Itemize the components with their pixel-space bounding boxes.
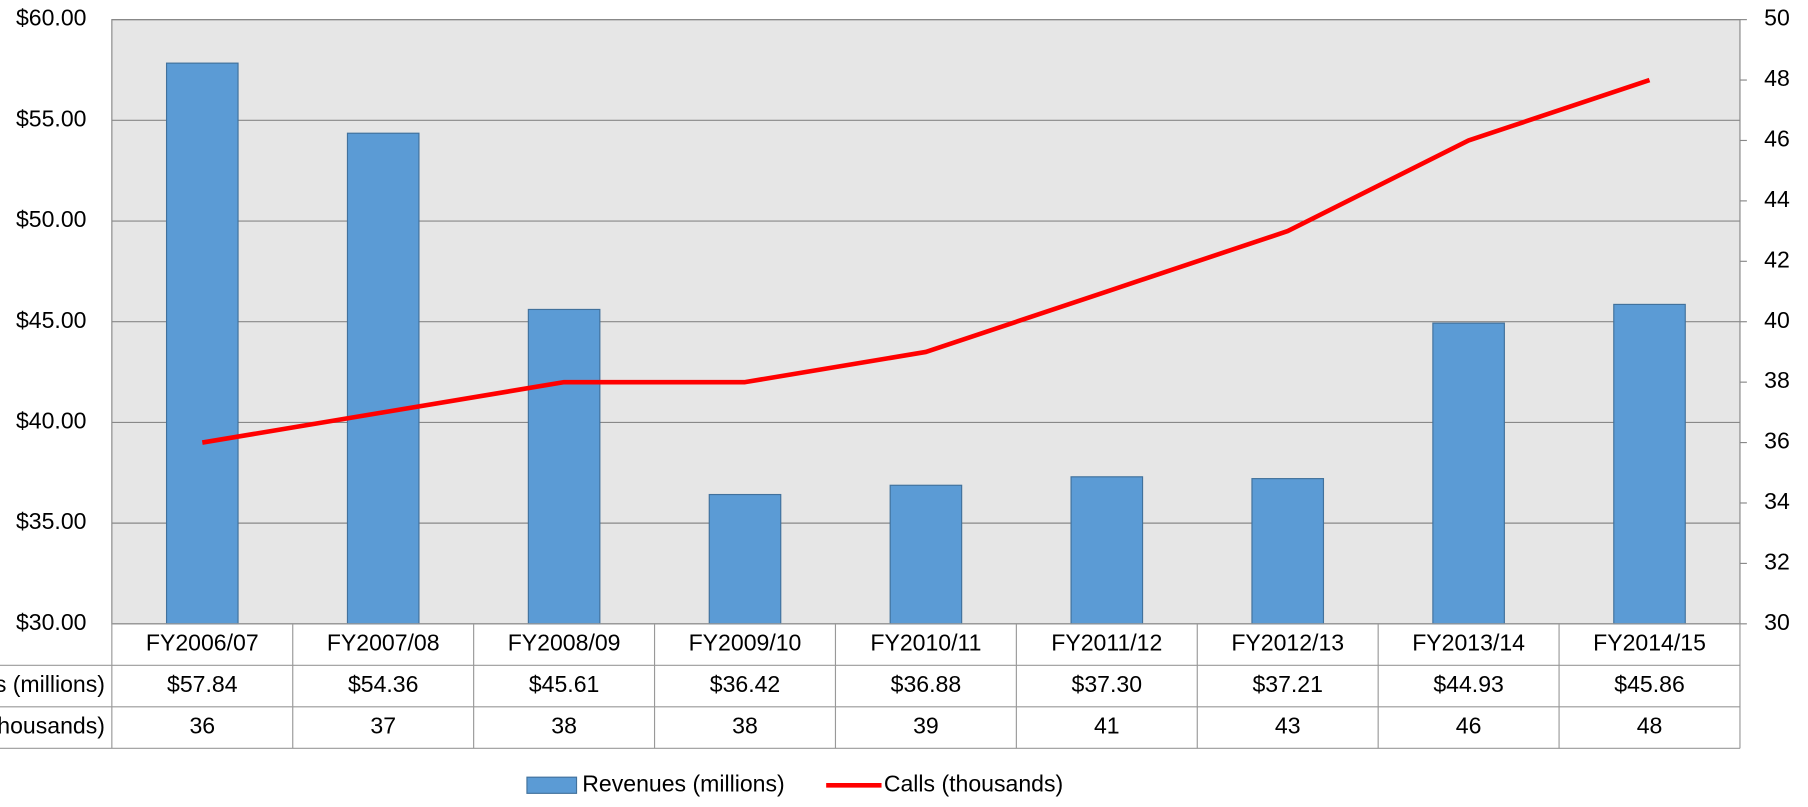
table-cell: $45.61 — [529, 671, 600, 697]
x-tick-label: FY2013/14 — [1412, 630, 1525, 656]
table-cell: $37.21 — [1252, 671, 1323, 697]
table-cell: 46 — [1456, 713, 1482, 739]
legend-label: Calls (thousands) — [884, 770, 1063, 796]
bar — [1070, 476, 1144, 625]
x-tick-label: FY2006/07 — [146, 630, 259, 656]
x-tick-label: FY2007/08 — [327, 630, 440, 656]
table-cell: $45.86 — [1614, 671, 1685, 697]
table-cell: 41 — [1094, 713, 1120, 739]
table-row-header: Revenues (millions) — [0, 671, 105, 697]
y-tick-label: $40.00 — [16, 408, 86, 434]
y2-tick-label: 38 — [1764, 367, 1790, 393]
bar — [165, 62, 239, 625]
x-tick-label: FY2010/11 — [870, 630, 981, 656]
x-tick-label: FY2014/15 — [1593, 630, 1706, 656]
y2-tick-label: 42 — [1764, 246, 1790, 272]
bar — [1613, 303, 1686, 625]
table-cell: $37.30 — [1072, 671, 1143, 697]
legend-swatch — [526, 776, 578, 794]
y-tick-label: $50.00 — [16, 206, 86, 232]
y-tick-label: $30.00 — [16, 609, 86, 635]
table-cell: 36 — [189, 713, 215, 739]
table-cell: $57.84 — [167, 671, 238, 697]
y2-tick-label: 50 — [1764, 5, 1790, 31]
x-tick-label: FY2011/12 — [1051, 630, 1162, 656]
table-cell: 39 — [913, 713, 939, 739]
y2-tick-label: 40 — [1764, 307, 1790, 333]
y-tick-label: $60.00 — [16, 5, 86, 31]
x-tick-label: FY2008/09 — [508, 630, 621, 656]
y-tick-label: $45.00 — [16, 307, 86, 333]
y2-tick-label: 48 — [1764, 65, 1790, 91]
bar — [708, 493, 782, 625]
table-cell: $36.88 — [891, 671, 962, 697]
x-tick-label: FY2012/13 — [1231, 630, 1344, 656]
y2-tick-label: 36 — [1764, 428, 1790, 454]
table-cell: $36.42 — [710, 671, 781, 697]
bar — [527, 308, 601, 625]
bar — [1432, 322, 1505, 625]
table-cell: $44.93 — [1433, 671, 1504, 697]
table-row-header: Calls (thousands) — [0, 713, 105, 739]
y2-tick-label: 34 — [1764, 488, 1790, 514]
table-cell: $54.36 — [348, 671, 419, 697]
bar — [346, 132, 420, 625]
table-cell: 38 — [551, 713, 577, 739]
y2-tick-label: 46 — [1764, 126, 1790, 152]
legend-label: Revenues (millions) — [582, 770, 784, 796]
y-tick-label: $35.00 — [16, 508, 86, 534]
table-cell: 43 — [1275, 713, 1301, 739]
y-tick-label: $55.00 — [16, 105, 86, 131]
bar — [889, 484, 963, 625]
y2-tick-label: 44 — [1764, 186, 1790, 212]
y2-tick-label: 32 — [1764, 549, 1790, 575]
y2-tick-label: 30 — [1764, 609, 1790, 635]
table-cell: 37 — [370, 713, 396, 739]
table-cell: 48 — [1637, 713, 1663, 739]
x-tick-label: FY2009/10 — [689, 630, 802, 656]
line — [201, 77, 1651, 445]
table-cell: 38 — [732, 713, 758, 739]
bar — [1251, 478, 1325, 625]
